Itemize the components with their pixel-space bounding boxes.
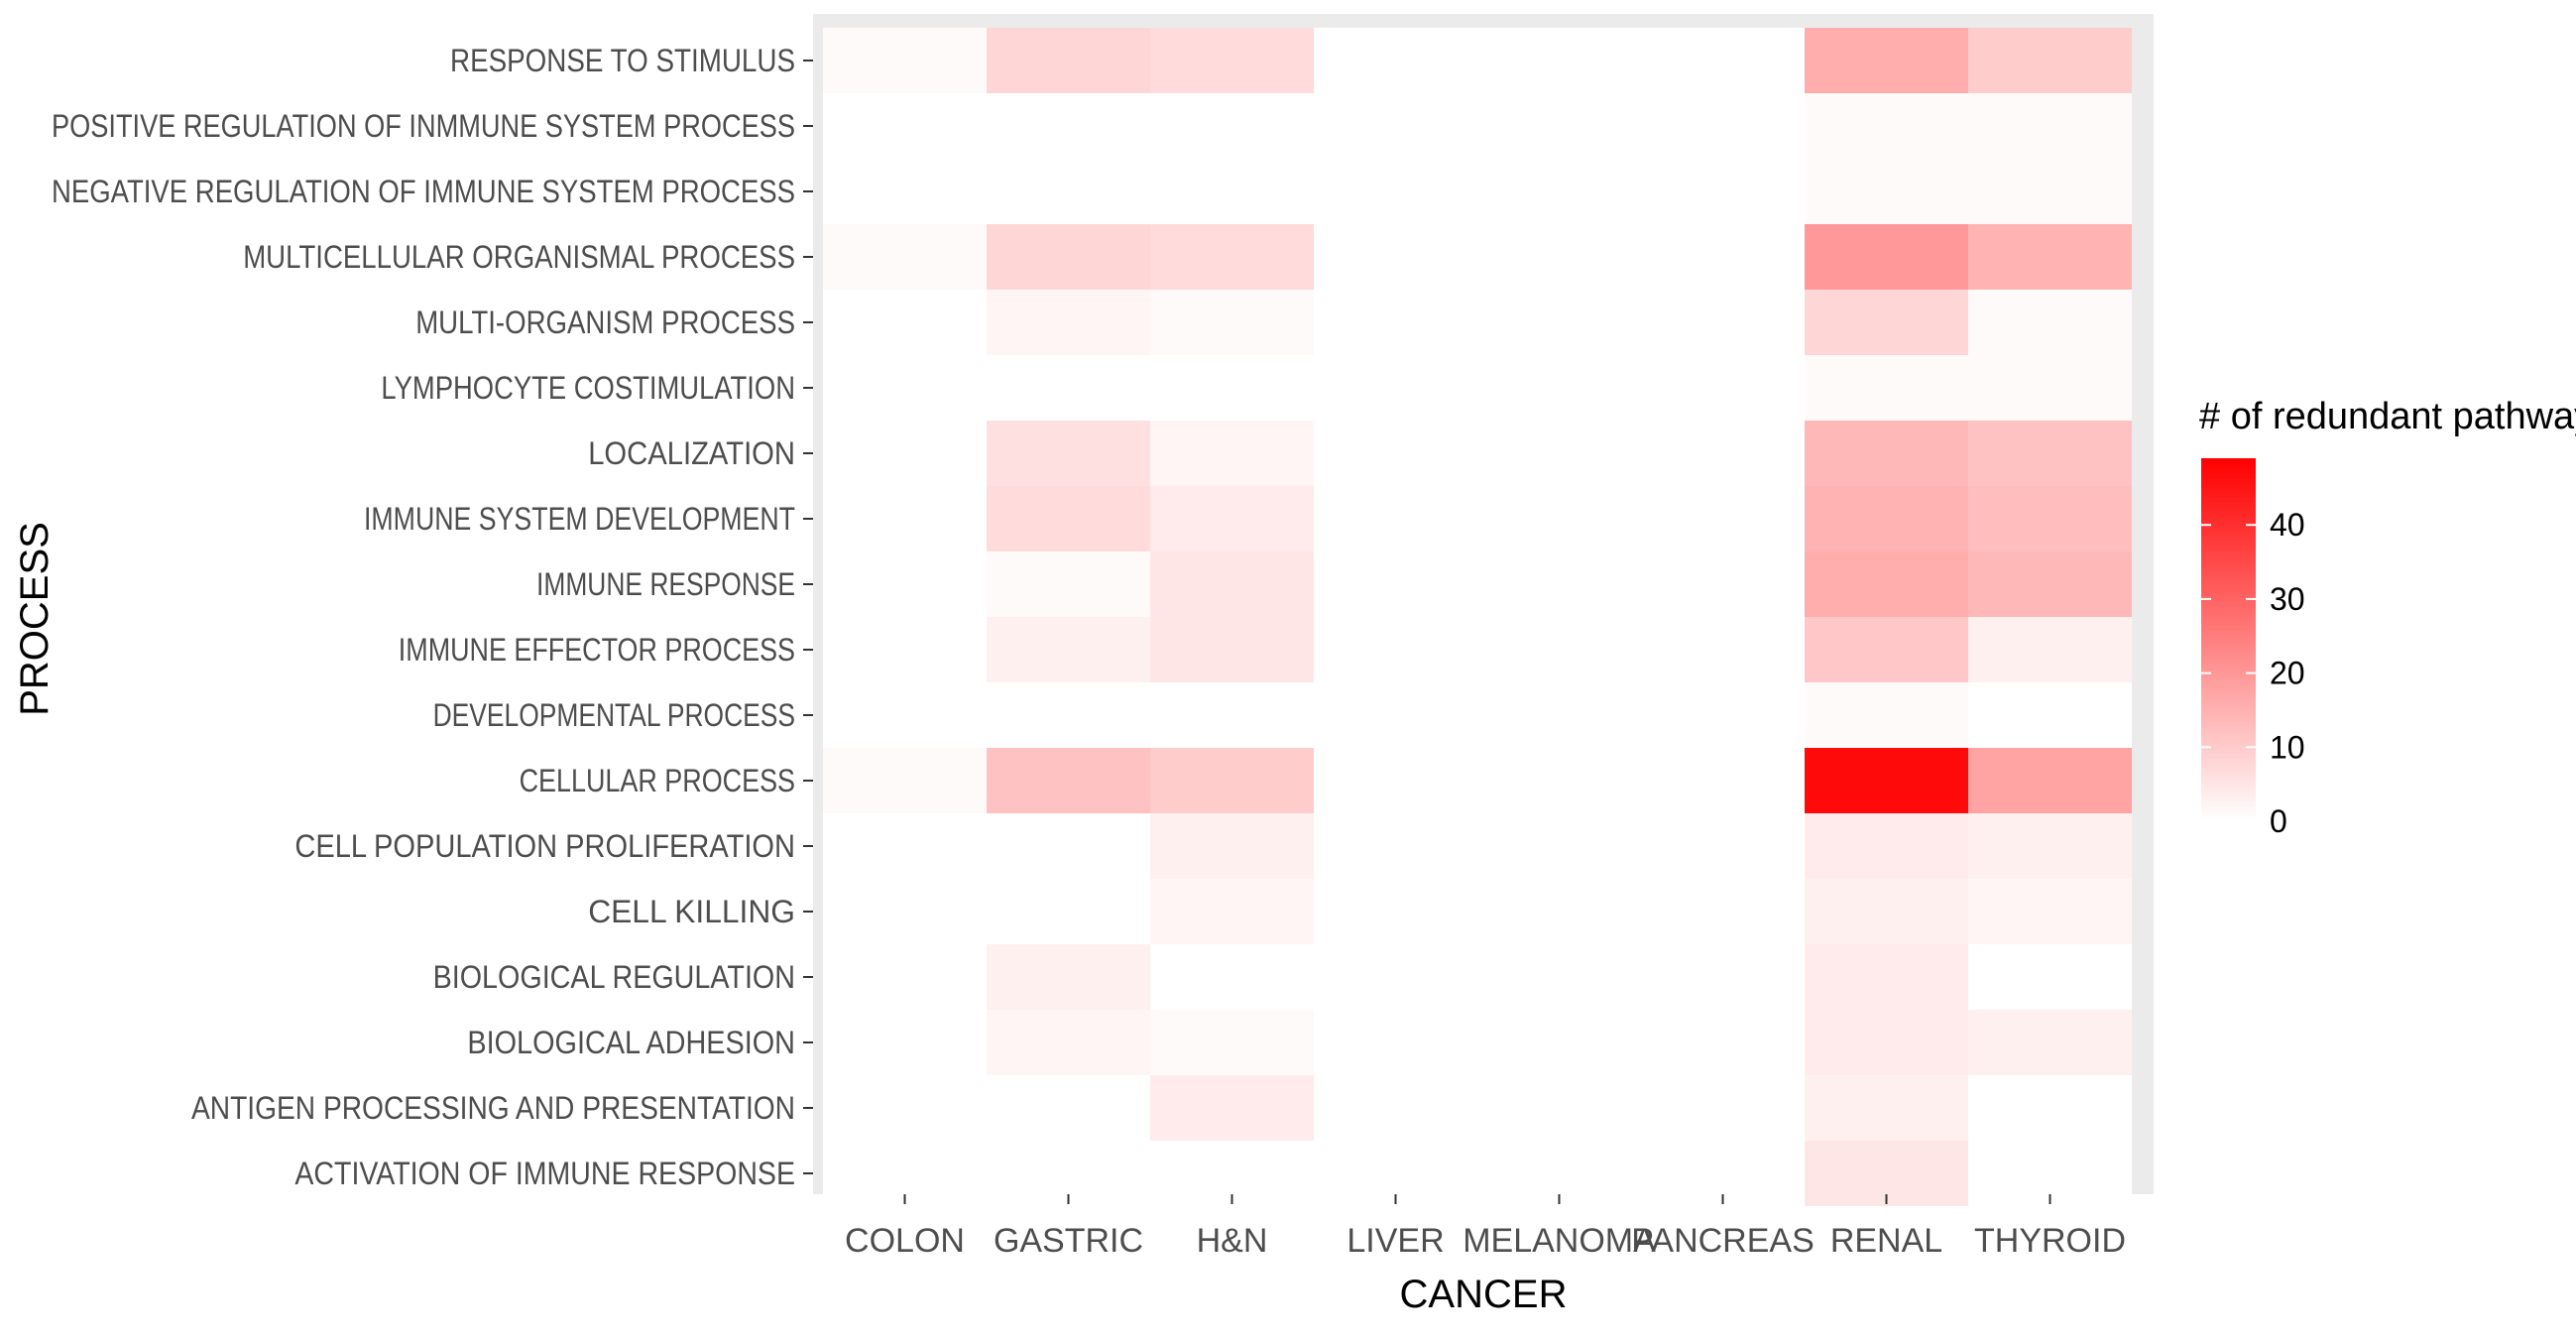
- heatmap-cell: [1805, 355, 1968, 421]
- heatmap-cell: [987, 28, 1150, 93]
- heatmap-cell: [1968, 551, 2132, 617]
- legend-tick-label: 10: [2270, 729, 2305, 765]
- legend-colorbar: [2201, 458, 2256, 821]
- heatmap-cell: [987, 1010, 1150, 1075]
- heatmap-cell: [1968, 355, 2132, 421]
- y-axis-title: PROCESS: [13, 522, 57, 716]
- x-tick-label: RENAL: [1830, 1222, 1942, 1260]
- y-tick-label: IMMUNE SYSTEM DEVELOPMENT: [364, 501, 795, 537]
- legend-tick-label: 0: [2270, 803, 2287, 839]
- y-tick-label: CELLULAR PROCESS: [520, 763, 795, 798]
- x-tick-label: PANCREAS: [1631, 1222, 1815, 1260]
- y-tick-label: BIOLOGICAL ADHESION: [467, 1025, 795, 1060]
- heatmap-cell: [987, 944, 1150, 1010]
- heatmap-cell: [1805, 944, 1968, 1010]
- heatmap-cell: [1968, 224, 2132, 290]
- y-tick-label: MULTICELLULAR ORGANISMAL PROCESS: [243, 239, 795, 275]
- y-tick-label: RESPONSE TO STIMULUS: [450, 43, 795, 78]
- y-tick-label: LYMPHOCYTE COSTIMULATION: [381, 370, 795, 406]
- heatmap-cell: [1805, 421, 1968, 486]
- heatmap-cell: [987, 486, 1150, 551]
- heatmap-cell: [823, 748, 987, 813]
- heatmap-cell: [823, 28, 987, 93]
- heatmap-cell: [1150, 224, 1314, 290]
- heatmap-cell: [1968, 748, 2132, 813]
- heatmap-cell: [1805, 617, 1968, 682]
- heatmap-cell: [1805, 224, 1968, 290]
- heatmap-cell: [1805, 551, 1968, 617]
- x-tick-label: THYROID: [1974, 1222, 2126, 1260]
- x-tick-label: LIVER: [1347, 1222, 1444, 1260]
- heatmap-cell: [1150, 486, 1314, 551]
- heatmap-cell: [1968, 486, 2132, 551]
- heatmap-cell: [1968, 813, 2132, 879]
- x-tick-label: GASTRIC: [994, 1222, 1143, 1260]
- y-tick-label: CELL KILLING: [588, 894, 795, 929]
- y-tick-label: CELL POPULATION PROLIFERATION: [294, 828, 795, 864]
- heatmap-cell: [1150, 879, 1314, 944]
- y-axis-ticks: RESPONSE TO STIMULUS POSITIVE REGULATION …: [52, 43, 813, 1191]
- heatmap-cell: [987, 290, 1150, 355]
- heatmap-cell: [1805, 682, 1968, 748]
- heatmap-cell: [1805, 1010, 1968, 1075]
- x-axis-title: CANCER: [1400, 1273, 1568, 1316]
- heatmap-cell: [1150, 1075, 1314, 1141]
- legend-tick-label: 20: [2270, 656, 2305, 691]
- heatmap-cells: [823, 28, 2132, 1206]
- heatmap-cell: [1805, 879, 1968, 944]
- heatmap-cell: [1968, 290, 2132, 355]
- y-tick-label: NEGATIVE REGULATION OF IMMUNE SYSTEM PRO…: [52, 174, 795, 209]
- heatmap-cell: [1150, 28, 1314, 93]
- heatmap-cell: [1805, 1075, 1968, 1141]
- heatmap-cell: [823, 224, 987, 290]
- heatmap-cell: [1150, 290, 1314, 355]
- heatmap-cell: [987, 748, 1150, 813]
- heatmap-cell: [1150, 421, 1314, 486]
- heatmap-cell: [1150, 748, 1314, 813]
- heatmap-cell: [1150, 813, 1314, 879]
- heatmap-cell: [1968, 1010, 2132, 1075]
- x-tick-label: H&N: [1197, 1222, 1268, 1260]
- heatmap-cell: [1968, 617, 2132, 682]
- heatmap-cell: [1805, 748, 1968, 813]
- heatmap-cell: [1805, 93, 1968, 159]
- y-tick-label: MULTI-ORGANISM PROCESS: [415, 305, 795, 340]
- x-tick-label: MELANOMA: [1463, 1222, 1656, 1260]
- heatmap-cell: [1805, 159, 1968, 224]
- heatmap-cell: [987, 617, 1150, 682]
- heatmap-cell: [1805, 486, 1968, 551]
- legend-tick-label: 40: [2270, 507, 2305, 543]
- heatmap-cell: [1150, 551, 1314, 617]
- heatmap-cell: [1968, 421, 2132, 486]
- y-tick-label: ACTIVATION OF IMMUNE RESPONSE: [294, 1156, 795, 1191]
- heatmap-cell: [1150, 1010, 1314, 1075]
- legend-ticks: 0 10 20 30 40: [2201, 507, 2305, 839]
- y-tick-label: BIOLOGICAL REGULATION: [433, 959, 795, 995]
- legend-title: # of redundant pathways: [2199, 396, 2576, 437]
- heatmap-cell: [1968, 28, 2132, 93]
- y-tick-label: IMMUNE EFFECTOR PROCESS: [399, 632, 795, 668]
- y-tick-label: DEVELOPMENTAL PROCESS: [433, 697, 795, 733]
- heatmap-cell: [1805, 290, 1968, 355]
- heatmap-cell: [987, 421, 1150, 486]
- heatmap-cell: [987, 224, 1150, 290]
- heatmap-cell: [1805, 813, 1968, 879]
- heatmap-cell: [1968, 159, 2132, 224]
- heatmap-cell: [1150, 617, 1314, 682]
- y-tick-label: LOCALIZATION: [588, 435, 795, 471]
- x-tick-label: COLON: [845, 1222, 965, 1260]
- heatmap-cell: [1968, 93, 2132, 159]
- legend-tick-label: 30: [2270, 581, 2305, 617]
- heatmap-cell: [1968, 879, 2132, 944]
- heatmap-cell: [1805, 28, 1968, 93]
- heatmap-cell: [987, 551, 1150, 617]
- legend: # of redundant pathways 0 10 20 30 40: [2199, 396, 2576, 839]
- y-tick-label: IMMUNE RESPONSE: [536, 566, 795, 602]
- y-tick-label: POSITIVE REGULATION OF INMMUNE SYSTEM PR…: [52, 108, 795, 144]
- y-tick-label: ANTIGEN PROCESSING AND PRESENTATION: [191, 1090, 795, 1126]
